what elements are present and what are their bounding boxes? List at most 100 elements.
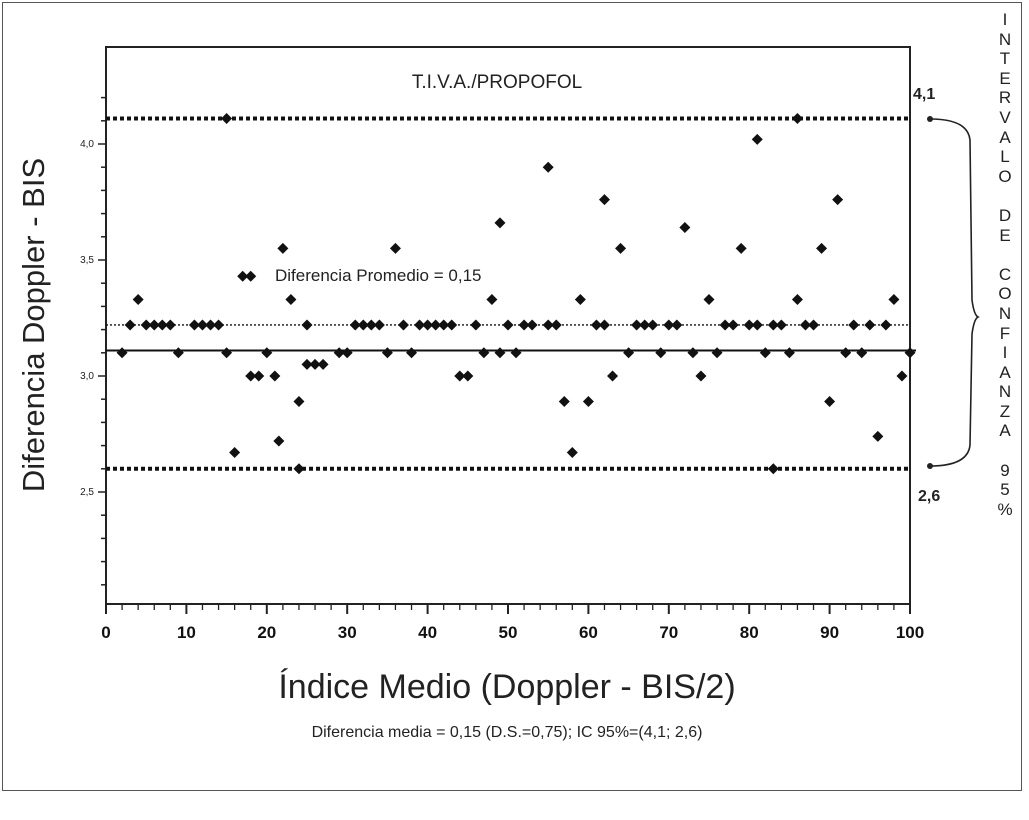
data-point — [751, 319, 763, 331]
footnote: Diferencia media = 0,15 (D.S.=0,75); IC … — [311, 724, 703, 741]
data-point — [848, 319, 860, 331]
reference-lines — [106, 116, 916, 471]
confidence-interval-brace — [929, 118, 980, 467]
data-point — [237, 270, 249, 282]
side-label-char: L — [1000, 147, 1010, 167]
data-point — [542, 161, 554, 173]
data-point — [824, 396, 836, 408]
data-point — [397, 319, 409, 331]
data-point — [856, 347, 868, 359]
data-point — [767, 319, 779, 331]
data-point — [148, 319, 160, 331]
data-point — [454, 370, 466, 382]
data-point — [840, 347, 852, 359]
x-tick-label: 0 — [101, 623, 110, 642]
y-tick-label: 2,5 — [80, 487, 94, 498]
lower-limit-marker — [927, 463, 933, 469]
mean-difference-annotation: Diferencia Promedio = 0,15 — [275, 266, 482, 285]
data-point — [116, 347, 128, 359]
data-point — [381, 347, 393, 359]
data-point — [558, 396, 570, 408]
side-label-char: T — [999, 49, 1011, 69]
x-tick-label: 90 — [820, 623, 839, 642]
data-point — [188, 319, 200, 331]
y-tick-label: 3,5 — [80, 255, 94, 266]
x-axis: 0 10 20 30 40 50 60 70 80 90 100 — [101, 604, 924, 642]
side-label-char: A — [999, 421, 1011, 441]
data-point — [904, 347, 916, 359]
data-point — [406, 347, 418, 359]
data-point — [695, 370, 707, 382]
data-point — [711, 347, 723, 359]
data-point — [759, 347, 771, 359]
chart-title: T.I.V.A./PROPOFOL — [411, 72, 583, 93]
data-point — [502, 319, 514, 331]
data-point — [727, 319, 739, 331]
y-axis-label: Diferencia Doppler - BIS — [16, 157, 51, 493]
data-point — [132, 293, 144, 305]
data-point — [687, 347, 699, 359]
side-label-char: V — [999, 107, 1011, 127]
side-label-char: F — [999, 323, 1011, 343]
data-point — [414, 319, 426, 331]
data-point — [486, 293, 498, 305]
side-label-char: A — [999, 362, 1011, 382]
data-point — [213, 319, 225, 331]
data-point — [607, 370, 619, 382]
data-point — [896, 370, 908, 382]
side-label-char: E — [999, 225, 1011, 245]
side-label-char: D — [998, 205, 1012, 225]
data-point — [357, 319, 369, 331]
data-point — [791, 112, 803, 124]
upper-limit-label: 4,1 — [913, 86, 936, 103]
data-point — [615, 242, 627, 254]
data-point — [478, 347, 490, 359]
side-label-char: O — [998, 166, 1012, 186]
data-point — [655, 347, 667, 359]
data-point — [293, 396, 305, 408]
x-tick-label: 60 — [579, 623, 598, 642]
data-point — [494, 217, 506, 229]
data-point — [550, 319, 562, 331]
data-point — [663, 319, 675, 331]
data-point — [598, 194, 610, 206]
data-point — [245, 270, 257, 282]
side-label-char: E — [999, 68, 1011, 88]
data-point — [253, 370, 265, 382]
data-point — [349, 319, 361, 331]
data-point — [566, 447, 578, 459]
data-point — [639, 319, 651, 331]
data-point — [229, 447, 241, 459]
data-point — [791, 293, 803, 305]
data-point — [156, 319, 168, 331]
data-point — [735, 242, 747, 254]
x-tick-label: 20 — [257, 623, 276, 642]
data-point — [430, 319, 442, 331]
figure-frame — [2, 2, 1022, 791]
data-point — [518, 319, 530, 331]
data-point — [816, 242, 828, 254]
data-point — [317, 358, 329, 370]
data-point — [872, 430, 884, 442]
data-point — [703, 293, 715, 305]
data-point — [221, 112, 233, 124]
data-point — [365, 319, 377, 331]
data-point — [631, 319, 643, 331]
data-point — [832, 194, 844, 206]
side-label-char: I — [1002, 10, 1008, 29]
data-point — [767, 463, 779, 475]
data-point — [647, 319, 659, 331]
data-point — [808, 319, 820, 331]
data-point — [719, 319, 731, 331]
data-point — [309, 358, 321, 370]
data-point — [494, 347, 506, 359]
data-point — [245, 370, 257, 382]
data-point — [164, 319, 176, 331]
x-tick-label: 10 — [177, 623, 196, 642]
side-label-char: R — [998, 88, 1012, 108]
data-point — [880, 319, 892, 331]
x-tick-label: 40 — [418, 623, 437, 642]
x-tick-label: 30 — [338, 623, 357, 642]
data-point — [799, 319, 811, 331]
